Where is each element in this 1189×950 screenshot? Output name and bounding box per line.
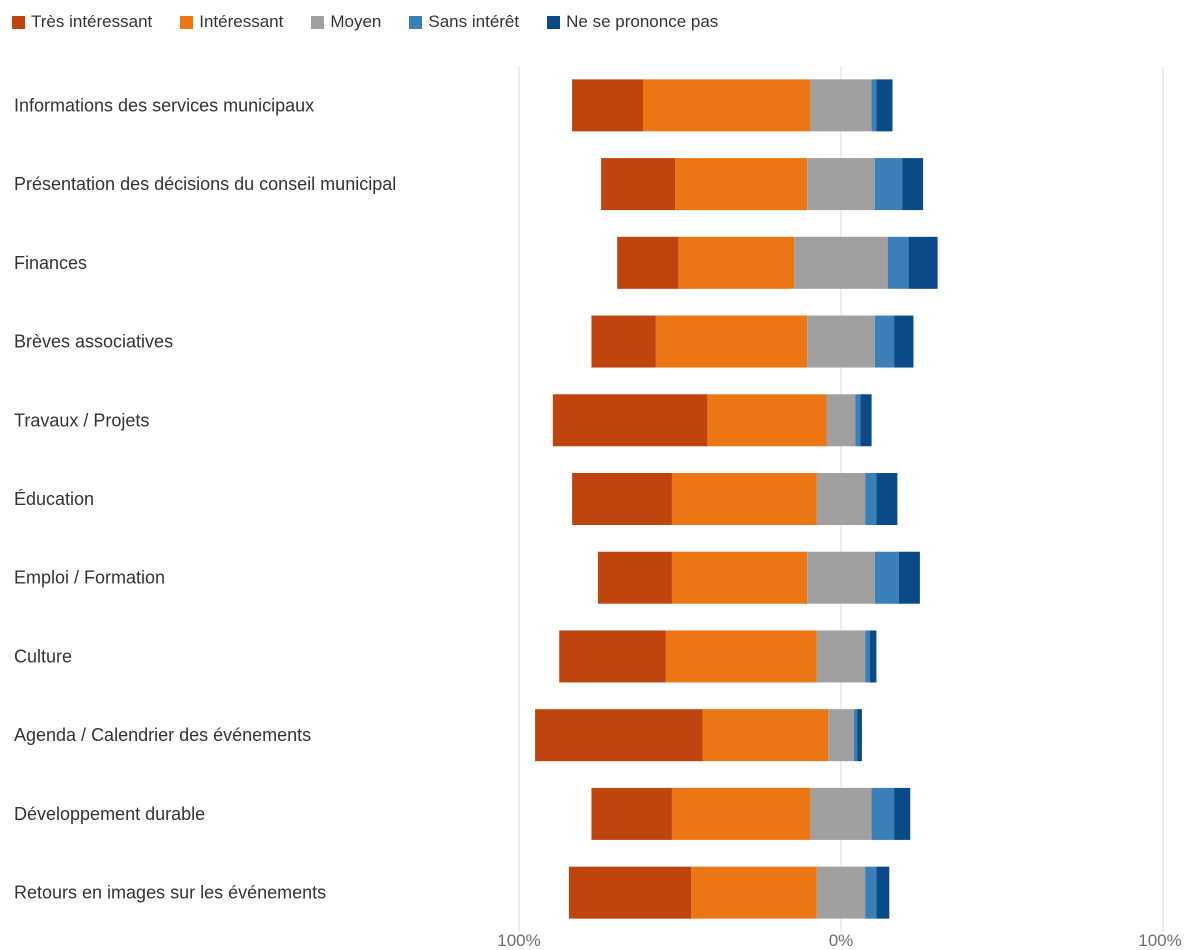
legend-swatch: [12, 15, 25, 29]
bar-segment: [572, 79, 643, 132]
bar-segment: [665, 630, 817, 683]
legend-label: Ne se prononce pas: [566, 12, 719, 31]
bar-segment: [707, 394, 827, 447]
bar-segment: [675, 158, 808, 211]
bar-segment: [908, 236, 938, 289]
bar-segment: [597, 551, 672, 604]
bar-segment: [874, 551, 899, 604]
x-tick-label: 100%: [497, 931, 540, 950]
category-label: Emploi / Formation: [14, 568, 165, 588]
category-label: Culture: [14, 646, 72, 666]
bar-segment: [828, 709, 854, 762]
bar-segment: [865, 630, 870, 683]
legend-swatch: [311, 15, 325, 29]
bar-segment: [591, 315, 656, 368]
bar-segment: [810, 787, 872, 840]
legend-label: Sans intérêt: [428, 12, 520, 31]
legend-label: Moyen: [330, 12, 382, 31]
bar-segment: [671, 551, 808, 604]
category-label: Finances: [14, 253, 87, 273]
bar-segment: [642, 79, 811, 132]
bar-segment: [871, 787, 895, 840]
x-tick-label: 100%: [1138, 931, 1181, 950]
bar-segment: [807, 158, 875, 211]
legend-swatch: [180, 15, 194, 29]
legend-label: Très intéressant: [31, 12, 153, 31]
bar-segment: [552, 394, 708, 447]
bar-segment: [691, 866, 817, 919]
bar-segment: [559, 630, 666, 683]
bar-segment: [810, 79, 872, 132]
bar-segment: [572, 473, 672, 525]
bar-segment: [860, 394, 872, 447]
bar-segment: [617, 236, 679, 289]
bar-segment: [902, 158, 924, 211]
legend-item: Intéressant: [180, 12, 283, 32]
category-label: Travaux / Projets: [14, 410, 149, 430]
bar-segment: [702, 709, 829, 762]
category-label: Éducation: [14, 489, 94, 509]
bar-segment: [894, 315, 914, 368]
bar-segment: [816, 630, 866, 683]
category-label: Développement durable: [14, 804, 205, 824]
category-label: Présentation des décisions du conseil mu…: [14, 174, 396, 194]
bar-segment: [853, 709, 858, 762]
category-label: Retours en images sur les événements: [14, 883, 326, 903]
legend-item: Moyen: [311, 12, 381, 32]
bar-segment: [874, 158, 903, 211]
bar-segment: [591, 787, 672, 840]
category-label: Agenda / Calendrier des événements: [14, 725, 311, 745]
bar-segment: [894, 787, 911, 840]
bar-segment: [794, 236, 888, 289]
bar-segment: [855, 394, 861, 447]
legend-item: Sans intérêt: [409, 12, 519, 32]
bar-segment: [816, 473, 866, 525]
bar-segment: [678, 236, 795, 289]
category-label: Informations des services municipaux: [14, 95, 314, 115]
bar-segment: [655, 315, 808, 368]
bar-segment: [876, 473, 898, 525]
legend-label: Intéressant: [199, 12, 284, 31]
category-label: Brèves associatives: [14, 332, 173, 352]
bar-segment: [874, 315, 895, 368]
bar-segment: [807, 551, 875, 604]
bar-segment: [865, 473, 877, 525]
bar-segment: [535, 709, 703, 762]
legend-swatch: [547, 15, 561, 29]
bar-segment: [568, 866, 692, 919]
legend-item: Ne se prononce pas: [547, 12, 718, 32]
legend-swatch: [409, 15, 423, 29]
bar-segment: [898, 551, 920, 604]
legend-item: Très intéressant: [12, 12, 152, 32]
bar-segment: [816, 866, 866, 919]
chart-legend: Très intéressant Intéressant Moyen Sans int…: [12, 10, 746, 34]
bar-segment: [865, 866, 877, 919]
bar-segment: [857, 709, 862, 762]
bar-segment: [807, 315, 875, 368]
bar-segment: [887, 236, 909, 289]
bar-segment: [671, 787, 811, 840]
bar-segment: [826, 394, 856, 447]
bar-segment: [671, 473, 817, 525]
bar-segment: [876, 866, 890, 919]
bar-segment: [869, 630, 877, 683]
bar-segment: [601, 158, 676, 211]
bar-segment: [871, 79, 877, 132]
bar-segment: [876, 79, 893, 132]
x-tick-label: 0%: [829, 931, 854, 950]
